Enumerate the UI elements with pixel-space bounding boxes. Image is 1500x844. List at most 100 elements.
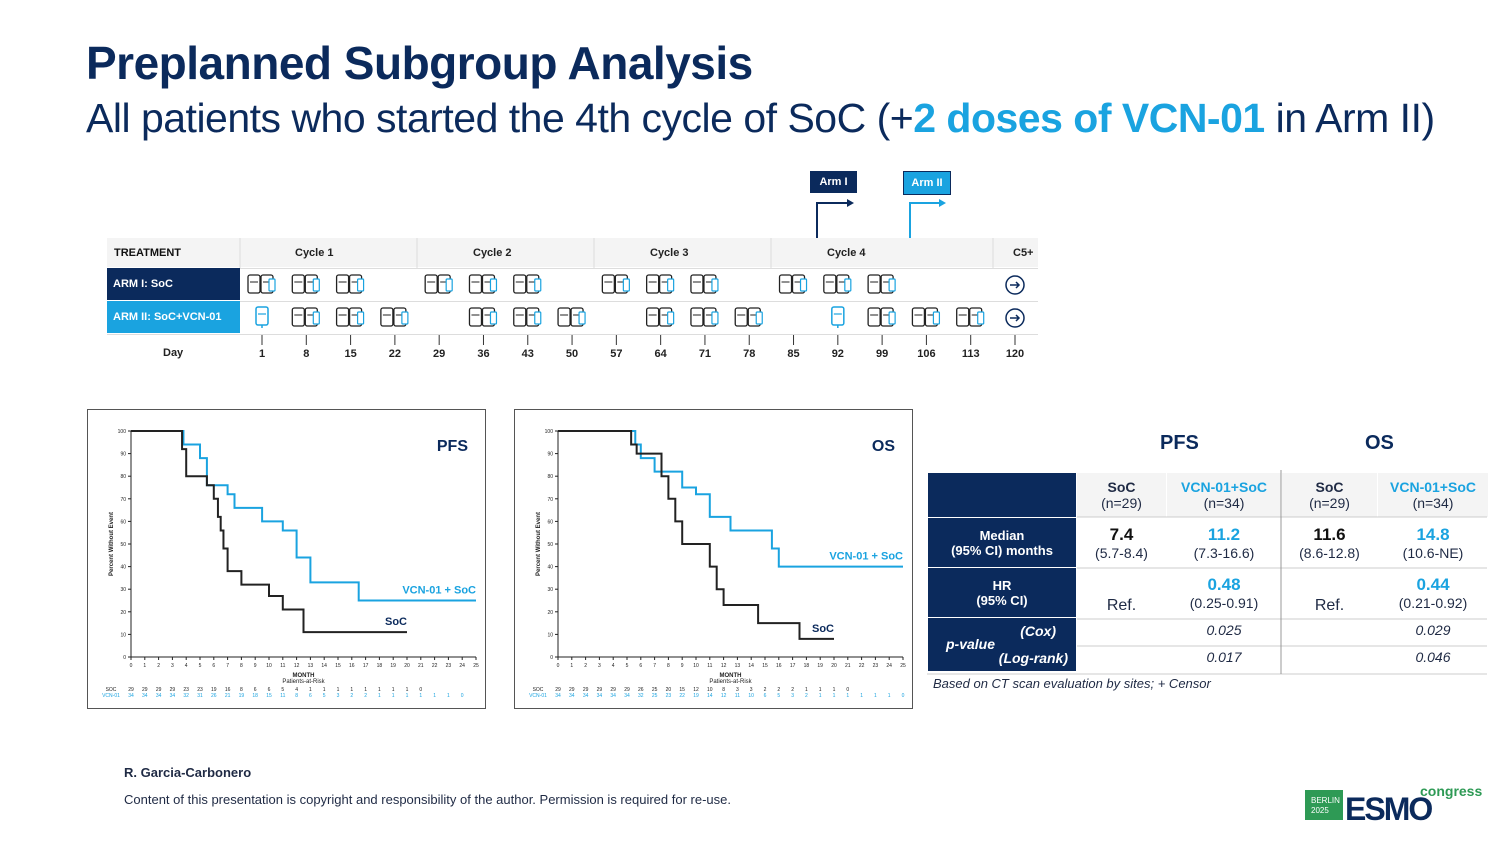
table-dividers xyxy=(927,470,1487,675)
risk-value: 1 xyxy=(819,693,822,699)
risk-value: 5 xyxy=(323,693,326,699)
risk-value: 29 xyxy=(170,687,176,693)
risk-value: 34 xyxy=(597,693,603,699)
risk-value: 2 xyxy=(791,687,794,693)
risk-value: 8 xyxy=(240,687,243,693)
arm-i-infusion-icon xyxy=(424,274,453,294)
slide-subtitle: All patients who started the 4th cycle o… xyxy=(86,95,1435,142)
y-tick-label: 40 xyxy=(547,565,553,571)
x-tick-label: 6 xyxy=(212,663,215,669)
risk-value: 34 xyxy=(555,693,561,699)
x-tick-label: 8 xyxy=(667,663,670,669)
day-tick-label: 99 xyxy=(876,348,888,360)
arm-i-infusion-icon xyxy=(645,274,675,294)
header-blank-cell xyxy=(927,472,1077,518)
y-tick-label: 60 xyxy=(547,519,553,525)
risk-value: 1 xyxy=(833,687,836,693)
risk-value: 6 xyxy=(764,693,767,699)
risk-value: 25 xyxy=(652,687,658,693)
x-tick-label: 16 xyxy=(349,663,355,669)
risk-value: 34 xyxy=(128,693,134,699)
x-tick-label: 10 xyxy=(266,663,272,669)
risk-value: 2 xyxy=(777,687,780,693)
x-tick-label: 23 xyxy=(873,663,879,669)
risk-value: 34 xyxy=(156,693,162,699)
x-tick-label: 17 xyxy=(363,663,369,669)
cycle-4-label: Cycle 4 xyxy=(827,247,866,259)
results-table: SoC (n=29) VCN-01+SoC (n=34) SoC (n=29) VCN… xyxy=(927,472,1489,672)
pfs-soc-median: 7.4 (5.7-8.4) xyxy=(1076,517,1167,568)
risk-value: 1 xyxy=(846,693,849,699)
arm-i-infusion-icon xyxy=(247,274,276,294)
x-tick-label: 25 xyxy=(900,663,906,669)
risk-value: 15 xyxy=(679,687,685,693)
risk-value: 1 xyxy=(805,687,808,693)
arm-ii-tag: Arm II xyxy=(903,171,951,195)
risk-value: 19 xyxy=(239,693,245,699)
y-tick-label: 60 xyxy=(120,519,126,525)
risk-value: 5 xyxy=(281,687,284,693)
risk-value: 29 xyxy=(610,687,616,693)
y-tick-label: 10 xyxy=(547,632,553,638)
svg-text:2025: 2025 xyxy=(1311,806,1329,815)
day-tick-label: 120 xyxy=(1006,348,1024,360)
y-tick-label: 50 xyxy=(547,542,553,548)
treatment-schedule: TREATMENT Cycle 1 Cycle 2 Cycle 3 Cycle … xyxy=(107,238,1038,335)
risk-value: 19 xyxy=(693,693,699,699)
vcn01-dose-icon xyxy=(255,306,269,328)
risk-value: 4 xyxy=(295,687,298,693)
risk-value: 1 xyxy=(378,693,381,699)
risk-value: 29 xyxy=(555,687,561,693)
y-tick-label: 100 xyxy=(545,429,554,435)
risk-value: 32 xyxy=(638,693,644,699)
arm-ii-infusion-icon xyxy=(380,307,409,327)
x-tick-label: 20 xyxy=(831,663,837,669)
soc-series-line xyxy=(131,430,407,634)
risk-value: 1 xyxy=(392,693,395,699)
x-tick-label: 12 xyxy=(294,663,300,669)
slide-title: Preplanned Subgroup Analysis xyxy=(86,37,753,89)
arm-ii-infusion-icon xyxy=(956,307,985,327)
x-tick-label: 9 xyxy=(254,663,257,669)
arm-i-arrow-icon xyxy=(816,202,848,240)
x-axis-label: MONTH xyxy=(293,673,315,679)
y-tick-label: 10 xyxy=(120,632,126,638)
day-tick-label: 57 xyxy=(610,348,622,360)
cycle-1-label: Cycle 1 xyxy=(295,247,334,259)
day-tick-label: 36 xyxy=(477,348,489,360)
y-tick-label: 0 xyxy=(550,655,553,661)
arm-i-infusion-icon xyxy=(335,274,365,294)
arm-ii-infusion-icon xyxy=(468,307,498,327)
x-tick-label: 24 xyxy=(886,663,892,669)
y-axis-label: Percent Without Event xyxy=(536,512,542,576)
esmo-logo: BERLIN 2025 ESMO congress xyxy=(1305,780,1485,829)
pfs-soc-logrank xyxy=(1076,644,1167,672)
subtitle-pre: All patients who started the 4th cycle o… xyxy=(86,95,914,141)
x-tick-label: 4 xyxy=(612,663,615,669)
pfs-vcn-header: VCN-01+SoC (n=34) xyxy=(1166,472,1282,518)
risk-value: 11 xyxy=(280,693,285,699)
arm-i-infusion-icon xyxy=(823,274,852,294)
arm-i-infusion-icon xyxy=(291,274,320,294)
x-tick-label: 11 xyxy=(707,663,712,669)
x-tick-label: 17 xyxy=(790,663,796,669)
risk-value: 15 xyxy=(266,693,272,699)
risk-value: 3 xyxy=(337,693,340,699)
schedule-grid xyxy=(239,238,1025,328)
risk-value: 29 xyxy=(142,687,148,693)
risk-value: 12 xyxy=(693,687,699,693)
arm-ii-infusion-icon xyxy=(690,307,719,327)
soc-series-line xyxy=(558,430,834,640)
x-tick-label: 15 xyxy=(335,663,341,669)
x-tick-label: 2 xyxy=(584,663,587,669)
risk-value: 26 xyxy=(638,687,644,693)
risk-value: 12 xyxy=(721,693,727,699)
risk-value: 2 xyxy=(364,693,367,699)
subtitle-highlight: 2 doses of VCN-01 xyxy=(913,95,1265,141)
x-axis-label: MONTH xyxy=(720,673,742,679)
risk-value: 1 xyxy=(447,693,450,699)
risk-value: 6 xyxy=(268,687,271,693)
risk-value: 21 xyxy=(225,693,231,699)
day-tick-label: 29 xyxy=(433,348,445,360)
